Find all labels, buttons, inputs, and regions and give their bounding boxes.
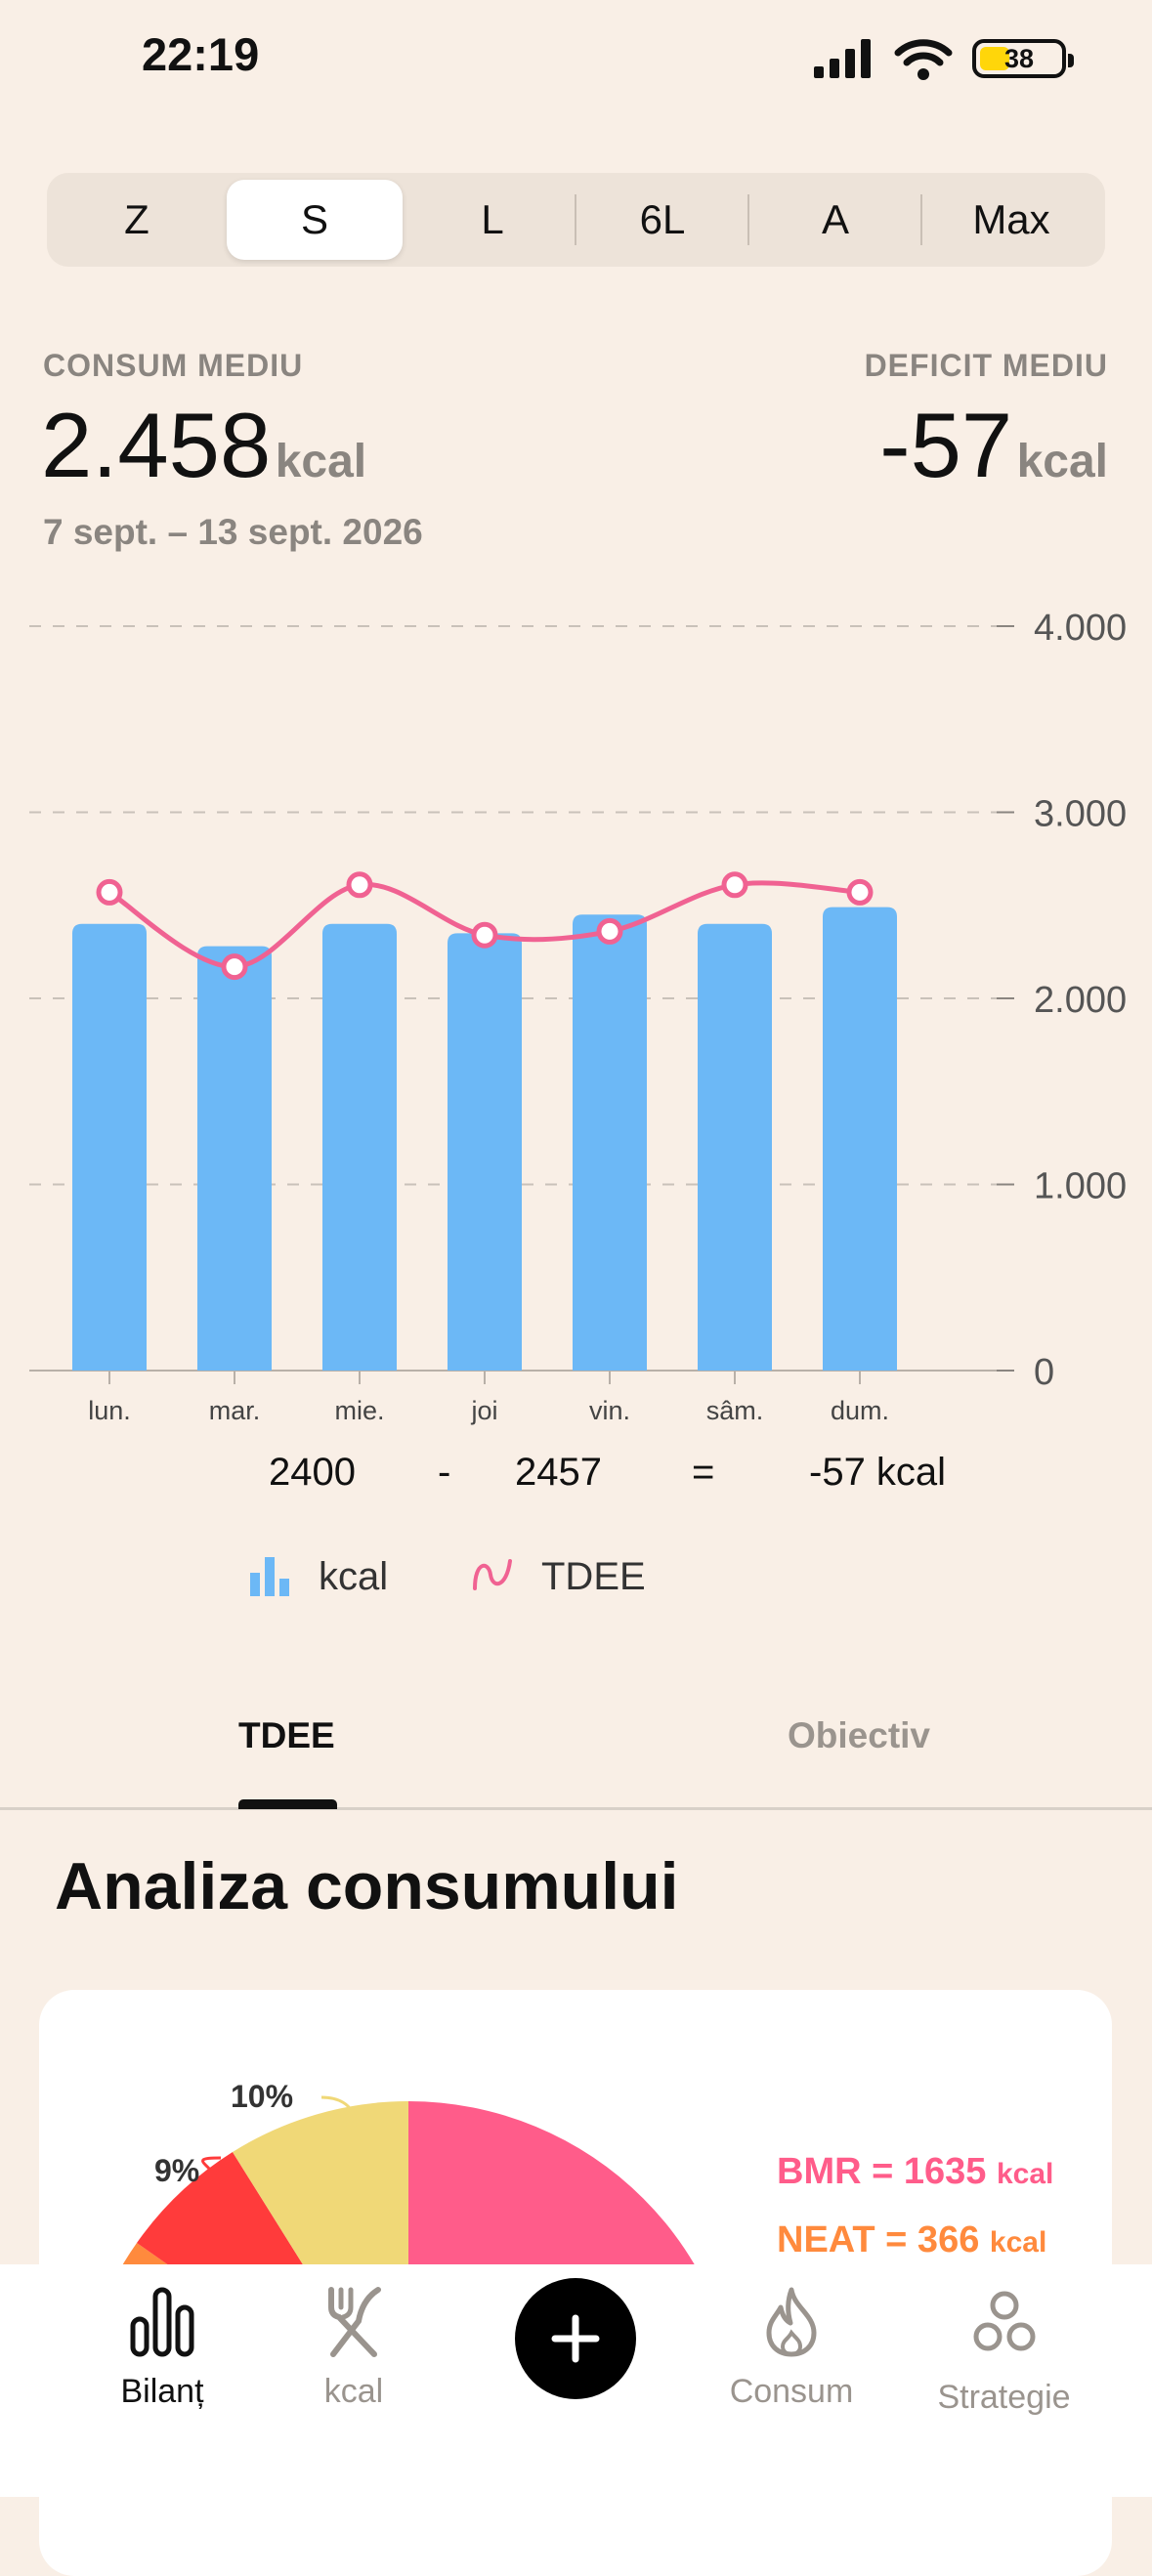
tabbar-label-bilant: Bilanț — [120, 2373, 204, 2410]
legend-kcal-label: kcal — [319, 1555, 389, 1598]
period-divider — [920, 194, 922, 245]
y-tick-label: 3.000 — [1034, 794, 1127, 835]
x-tick-label: mar. — [209, 1396, 261, 1425]
avg-deficit-label: DEFICIT MEDIU — [864, 348, 1108, 383]
period-divider — [575, 194, 576, 245]
battery-percent: 38 — [1003, 43, 1035, 73]
flame-icon — [766, 2287, 817, 2357]
period-max[interactable]: Max — [972, 196, 1050, 242]
y-tick-label: 0 — [1034, 1352, 1054, 1393]
tdee-point — [346, 871, 373, 899]
neat-label: NEAT = 366 kcal — [777, 2219, 1046, 2261]
chart-bar — [573, 914, 647, 1371]
formula-tdee: 2457 — [515, 1451, 602, 1494]
line-chart-legend-icon — [473, 1559, 512, 1590]
battery-icon: 38 — [972, 39, 1074, 78]
pie-label-10: 10% — [231, 2079, 294, 2114]
x-tick-label: mie. — [334, 1396, 384, 1425]
y-tick-label: 4.000 — [1034, 608, 1127, 649]
tdee-point — [471, 921, 498, 949]
bmr-label: BMR = 1635 kcal — [777, 2151, 1053, 2193]
tabbar-label-strategie: Strategie — [937, 2379, 1071, 2416]
weekly-chart: 0 1.000 2.000 3.000 4.000 lun. mar. mie. joi vin.… — [29, 608, 1127, 1425]
avg-intake-value: 2.458 kcal — [41, 393, 366, 498]
breakdown-pie-chart — [122, 2095, 695, 2264]
tabbar-item-strategie[interactable]: Strategie — [918, 2286, 1089, 2417]
bmr-unit: kcal — [996, 2158, 1054, 2190]
x-tick-label: dum. — [831, 1396, 889, 1425]
bmr-value: BMR = 1635 — [777, 2151, 987, 2192]
formula-intake: 2400 — [269, 1451, 356, 1494]
period-month[interactable]: L — [481, 196, 504, 242]
circles-icon — [973, 2291, 1035, 2351]
chart-bar — [448, 933, 522, 1371]
fork-knife-icon — [328, 2287, 381, 2357]
chart-bar — [72, 923, 147, 1371]
pie-callout-9 — [201, 2156, 223, 2184]
avg-intake-unit: kcal — [275, 436, 367, 487]
tdee-point — [721, 871, 748, 899]
tabbar-item-consum[interactable]: Consum — [713, 2286, 870, 2411]
cellular-signal-icon — [814, 39, 871, 78]
y-tick-label: 2.000 — [1034, 980, 1127, 1021]
add-button[interactable] — [515, 2278, 636, 2399]
pie-label-9: 9% — [154, 2153, 200, 2188]
avg-deficit-value: -57 kcal — [879, 393, 1108, 498]
bar-chart-legend-icon — [250, 1557, 289, 1596]
chart-bar — [698, 923, 772, 1371]
tdee-point — [596, 917, 623, 945]
chart-bar — [197, 946, 272, 1371]
tdee-point — [846, 878, 874, 906]
tab-obiectiv[interactable]: Obiectiv — [788, 1715, 930, 1755]
avg-intake-label: CONSUM MEDIU — [43, 348, 304, 383]
pie-slice-neat — [122, 2243, 168, 2264]
x-tick-label: sâm. — [706, 1396, 764, 1425]
plus-icon — [551, 2314, 600, 2363]
tab-indicator — [238, 1799, 337, 1809]
period-week[interactable]: S — [227, 180, 403, 260]
formula-result: -57 kcal — [809, 1451, 947, 1494]
tabs-divider — [0, 1807, 1152, 1810]
period-divider — [747, 194, 749, 245]
legend-tdee-label: TDEE — [541, 1555, 646, 1598]
section-title: Analiza consumului — [55, 1849, 679, 1923]
neat-unit: kcal — [989, 2226, 1047, 2259]
avg-deficit-number: -57 — [879, 394, 1013, 496]
pie-slice-10 — [233, 2101, 408, 2264]
battery-level — [980, 47, 1010, 70]
formula-equals: = — [692, 1451, 715, 1494]
period-selector: Z S L 6L A Max — [47, 173, 1105, 267]
period-six-months[interactable]: 6L — [639, 196, 686, 242]
bars-icon — [130, 2287, 194, 2357]
avg-intake-number: 2.458 — [41, 394, 272, 496]
wifi-icon — [894, 39, 953, 80]
y-tick-label: 1.000 — [1034, 1166, 1127, 1207]
tdee-point — [96, 878, 123, 906]
x-tick-label: joi — [470, 1396, 497, 1425]
x-tick-label: lun. — [88, 1396, 131, 1425]
pie-slice-9 — [137, 2152, 303, 2264]
pie-slice-bmr — [408, 2101, 695, 2264]
tdee-point — [221, 953, 248, 981]
tab-tdee[interactable]: TDEE — [238, 1715, 335, 1755]
tabbar-label-kcal: kcal — [323, 2373, 384, 2410]
tabbar-item-kcal[interactable]: kcal — [287, 2286, 420, 2411]
status-icons: 38 — [812, 33, 1074, 84]
neat-value: NEAT = 366 — [777, 2219, 980, 2260]
chart-bar — [322, 923, 397, 1371]
pie-callout-10 — [320, 2095, 356, 2116]
formula-minus: - — [438, 1451, 451, 1494]
period-day[interactable]: Z — [124, 196, 149, 242]
x-tick-label: vin. — [589, 1396, 630, 1425]
chart-bar — [823, 907, 897, 1371]
avg-deficit-unit: kcal — [1016, 436, 1108, 487]
tabbar-item-bilant[interactable]: Bilanț — [96, 2286, 229, 2411]
period-year[interactable]: A — [821, 196, 849, 242]
status-time: 22:19 — [142, 28, 260, 80]
tabbar-label-consum: Consum — [729, 2373, 854, 2410]
date-range: 7 sept. – 13 sept. 2026 — [43, 512, 423, 552]
